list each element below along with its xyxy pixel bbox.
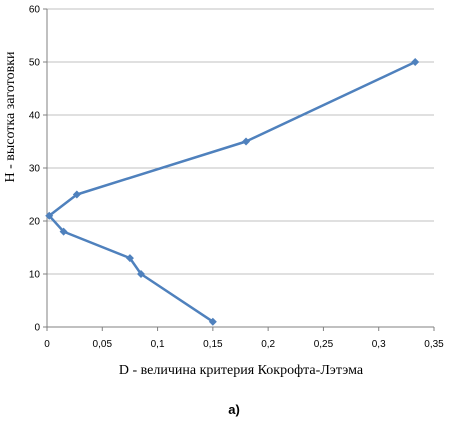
gridlines xyxy=(47,8,434,275)
x-tick-label: 0,3 xyxy=(372,339,386,350)
x-tick-label: 0 xyxy=(44,339,50,350)
y-tick-label: 30 xyxy=(29,164,41,175)
figure-caption: а) xyxy=(228,402,240,417)
x-axis-label: D - величина критерия Кокрофта-Лэтэма xyxy=(119,363,364,378)
data-point xyxy=(72,190,81,199)
x-tick-label: 0,35 xyxy=(424,339,444,350)
y-tick-label: 60 xyxy=(29,5,41,16)
data-point xyxy=(45,211,54,220)
data-point xyxy=(208,317,217,326)
y-axis-label: Н - высотка заготовки xyxy=(3,51,18,183)
y-tick-label: 20 xyxy=(29,217,41,228)
x-tick-label: 0,1 xyxy=(151,339,165,350)
data-point xyxy=(59,227,68,236)
y-tick-labels: 0 10 20 30 40 50 60 xyxy=(29,5,41,334)
data-point xyxy=(125,254,134,263)
x-tick-label: 0,05 xyxy=(93,339,113,350)
x-tick-label: 0,15 xyxy=(203,339,223,350)
y-tick-label: 50 xyxy=(29,58,41,69)
x-tick-labels: 0 0,05 0,1 0,15 0,2 0,25 0,3 0,35 xyxy=(44,339,444,350)
y-tick-label: 0 xyxy=(34,323,40,334)
data-point xyxy=(242,137,251,146)
data-point xyxy=(411,58,420,66)
axes xyxy=(43,8,435,331)
data-point xyxy=(136,270,145,278)
y-tick-label: 40 xyxy=(29,111,41,122)
series-line xyxy=(47,60,416,323)
x-tick-label: 0,2 xyxy=(261,339,275,350)
x-tick-label: 0,25 xyxy=(314,339,334,350)
data-series xyxy=(45,58,420,326)
y-tick-label: 10 xyxy=(29,270,41,281)
